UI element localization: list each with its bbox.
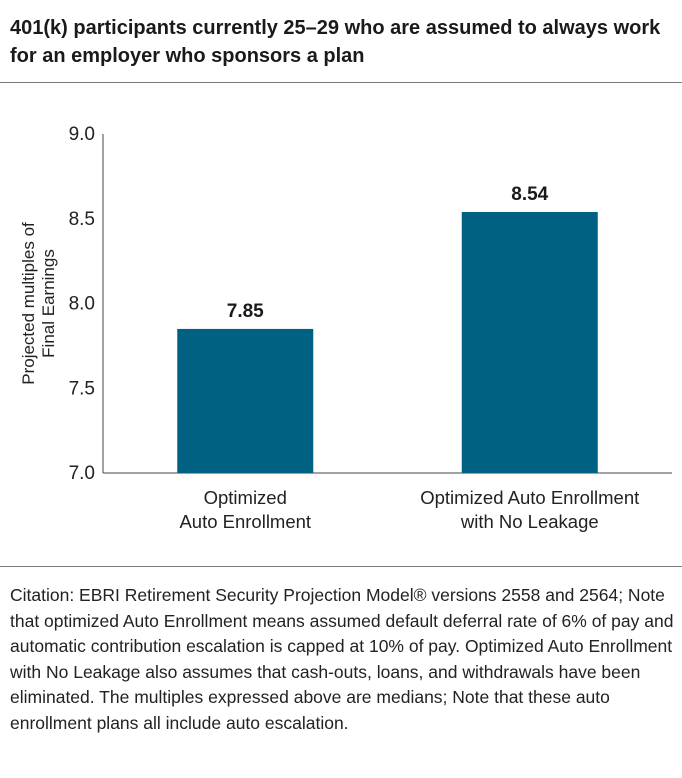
y-tick-labels: 7.0 7.5 8.0 8.5 9.0: [69, 124, 95, 484]
bottom-divider: [0, 566, 682, 567]
bars: [177, 211, 598, 473]
x-tick-label: Optimized Auto Enrollment: [420, 487, 639, 508]
y-tick-label: 7.0: [69, 463, 95, 484]
y-tick-label: 8.0: [69, 294, 95, 315]
x-tick-label: Auto Enrollment: [179, 511, 311, 532]
data-label: 8.54: [511, 184, 548, 205]
x-tick-label: with No Leakage: [460, 511, 599, 532]
y-tick-label: 8.5: [69, 209, 95, 230]
top-divider: [0, 82, 682, 83]
bar: [177, 328, 314, 473]
data-label: 7.85: [227, 301, 264, 322]
y-axis-label: Projected multiples of Final Earnings: [19, 222, 58, 385]
bar-chart: Projected multiples of Final Earnings 7.0…: [19, 124, 672, 532]
bar: [461, 211, 598, 473]
y-axis-label-line: Projected multiples of: [19, 222, 38, 385]
x-tick-labels: Optimized Auto Enrollment Optimized Auto E…: [179, 487, 639, 532]
y-tick-label: 7.5: [69, 378, 95, 399]
x-tick-label: Optimized: [204, 487, 287, 508]
chart-title: 401(k) participants currently 25–29 who …: [10, 17, 661, 67]
y-tick-label: 9.0: [69, 124, 95, 145]
citation-text: Citation: EBRI Retirement Security Proje…: [10, 585, 674, 733]
data-labels: 7.85 8.54: [227, 184, 549, 322]
y-axis-label-line: Final Earnings: [39, 249, 58, 358]
